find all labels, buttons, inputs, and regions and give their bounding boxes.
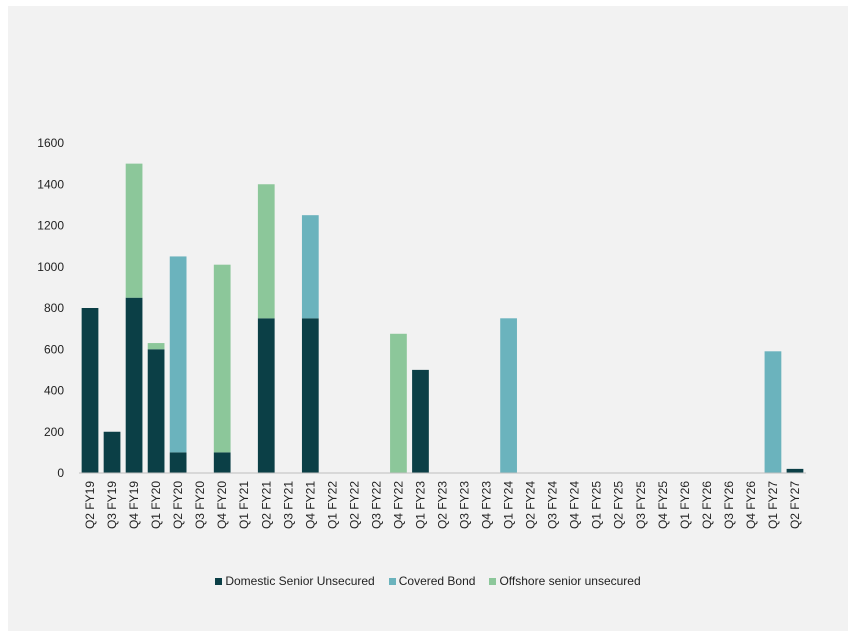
stacked-bar-chart: 0 200 400 600 800 1000 1200 1400 1600 Q2 FY19 Q3 … [37,136,806,529]
x-tick-label: Q1 FY27 [766,481,780,529]
x-tick-label: Q2 FY22 [347,481,361,529]
y-tick-label: 1600 [37,136,64,150]
bar-segment [257,184,275,319]
bar-segment [147,343,165,350]
x-tick-label: Q4 FY26 [744,481,758,529]
x-axis: Q2 FY19 Q3 FY19 Q4 FY19 Q1 FY20 Q2 FY20 Q3 FY… [79,472,806,529]
bar-segment [103,431,121,473]
y-tick-label: 1000 [37,260,64,274]
bar-segment [764,351,782,473]
bar-segment [169,256,187,453]
x-tick-label: Q4 FY24 [568,481,582,529]
x-tick-label: Q3 FY26 [722,481,736,529]
x-tick-label: Q1 FY26 [678,481,692,529]
bar-segment [125,297,143,473]
bar-segment [257,318,275,473]
x-tick-label: Q2 FY21 [259,481,273,529]
bar-segment [500,318,517,473]
y-tick-label: 0 [57,466,64,480]
x-tick-label: Q2 FY25 [612,481,626,529]
bar-segment [301,318,319,473]
x-tick-label: Q4 FY21 [303,481,317,529]
legend: Domestic Senior Unsecured Covered Bond Off… [8,574,848,588]
legend-swatch [388,577,396,585]
legend-label: Covered Bond [398,574,476,588]
bar-segment [786,468,804,474]
y-axis: 0 200 400 600 800 1000 1200 1400 1600 [37,136,64,480]
x-tick-label: Q3 FY25 [634,481,648,529]
y-tick-label: 1400 [37,177,64,191]
bars-group [81,163,804,474]
x-tick-label: Q4 FY22 [391,481,405,529]
x-tick-label: Q1 FY20 [149,481,163,529]
bar-segment [169,452,187,474]
x-tick-label: Q4 FY23 [480,481,494,529]
x-tick-label: Q4 FY20 [215,481,229,529]
x-tick-label: Q1 FY24 [502,481,516,529]
y-tick-label: 800 [44,301,64,315]
x-tick-label: Q2 FY20 [171,481,185,529]
x-tick-label: Q2 FY26 [700,481,714,529]
x-tick-label: Q2 FY27 [788,481,802,529]
bar-segment [147,349,165,473]
y-tick-label: 600 [44,342,64,356]
x-tick-label: Q3 FY21 [281,481,295,529]
y-tick-label: 200 [44,425,64,439]
x-tick-label: Q4 FY25 [656,481,670,529]
x-tick-label: Q1 FY23 [413,481,427,529]
x-tick-label: Q2 FY23 [436,481,450,529]
bar-segment [412,369,429,474]
y-tick-label: 400 [44,384,64,398]
x-tick-label: Q4 FY19 [127,481,141,529]
legend-swatch [489,577,497,585]
legend-item: Offshore senior unsecured [489,574,641,588]
bar-segment [213,264,231,453]
legend-item: Covered Bond [388,574,476,588]
legend-label: Offshore senior unsecured [499,574,641,588]
x-tick-label: Q1 FY21 [237,481,251,529]
bar-segment [301,215,319,319]
x-tick-label: Q3 FY24 [546,481,560,529]
bar-segment [81,308,99,473]
bar-segment [213,452,231,474]
bar-segment [390,333,407,473]
legend-swatch [215,577,223,585]
x-tick-label: Q2 FY19 [83,481,97,529]
x-tick-label: Q3 FY23 [458,481,472,529]
x-tick-label: Q3 FY20 [193,481,207,529]
x-tick-label: Q1 FY25 [590,481,604,529]
x-tick-label: Q3 FY22 [369,481,383,529]
chart-panel: 0 200 400 600 800 1000 1200 1400 1600 Q2 FY19 Q3 … [8,6,848,631]
x-tick-label: Q1 FY22 [325,481,339,529]
x-tick-label: Q2 FY24 [524,481,538,529]
bar-segment [125,163,143,298]
legend-label: Domestic Senior Unsecured [225,574,375,588]
x-tick-label: Q3 FY19 [105,481,119,529]
legend-item: Domestic Senior Unsecured [215,574,375,588]
y-tick-label: 1200 [37,219,64,233]
